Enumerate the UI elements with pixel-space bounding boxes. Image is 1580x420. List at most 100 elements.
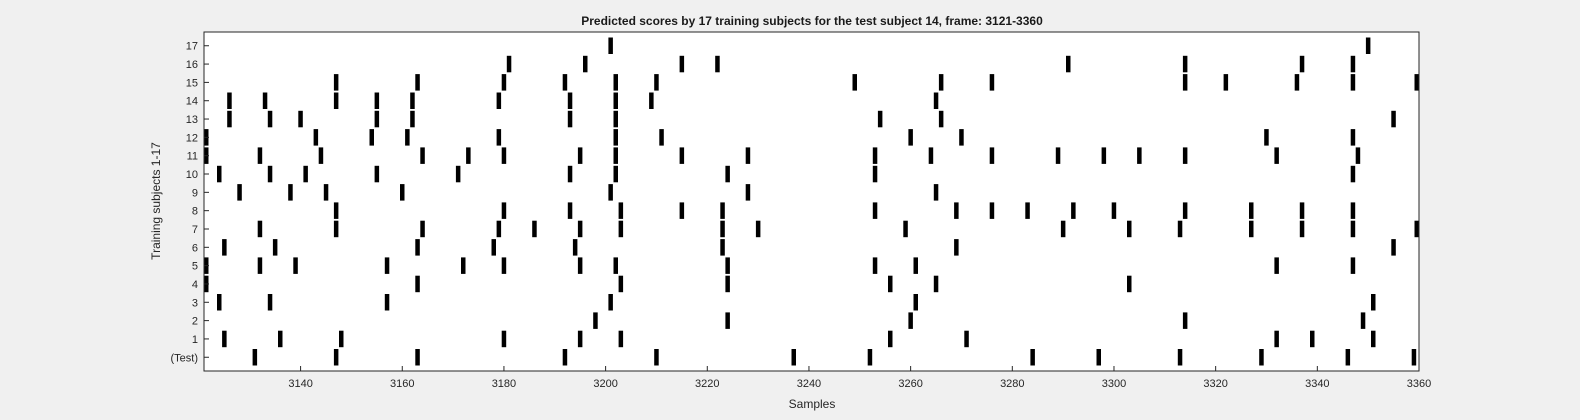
y-tick-label: 2 <box>192 316 198 328</box>
score-mark <box>1223 74 1229 91</box>
score-mark <box>613 110 618 128</box>
score-mark <box>415 275 420 293</box>
score-mark <box>577 257 583 274</box>
score-mark <box>959 129 964 146</box>
plot-area <box>203 31 1420 372</box>
x-tick-label: 3220 <box>695 378 719 390</box>
score-mark <box>954 239 959 256</box>
score-mark <box>562 74 568 91</box>
x-axis-label: Samples <box>789 397 836 411</box>
score-mark <box>227 110 232 128</box>
score-mark <box>323 184 329 201</box>
score-mark <box>1391 110 1396 128</box>
score-mark <box>374 92 380 109</box>
score-mark <box>954 202 959 219</box>
score-mark <box>872 202 878 219</box>
score-mark <box>420 220 425 238</box>
score-mark <box>1055 147 1061 164</box>
y-tick-label: 9 <box>192 187 198 199</box>
score-mark <box>405 129 410 146</box>
score-mark <box>1350 202 1356 219</box>
score-mark <box>415 349 420 366</box>
score-mark <box>654 74 659 91</box>
x-axis-ticks: 3140 3160 3180 3200 3220 3240 3260 3280 3300 3320… <box>288 366 1431 390</box>
score-mark <box>613 165 618 183</box>
score-mark <box>577 330 583 348</box>
y-tick-label: 16 <box>186 59 198 71</box>
score-mark <box>577 147 583 164</box>
score-mark <box>501 257 507 274</box>
score-mark <box>715 55 720 73</box>
score-mark <box>1101 147 1107 164</box>
score-mark <box>369 129 374 146</box>
score-mark <box>679 55 685 73</box>
score-mark <box>1299 202 1305 219</box>
y-tick-label: 11 <box>187 151 198 163</box>
x-tick-label: 3160 <box>390 378 414 390</box>
score-mark <box>613 129 618 146</box>
score-mark <box>608 37 613 54</box>
score-mark <box>613 257 618 274</box>
score-mark <box>1310 330 1315 348</box>
score-mark <box>1177 220 1183 238</box>
x-tick-label: 3200 <box>593 378 617 390</box>
score-mark <box>1350 74 1356 91</box>
score-mark <box>725 275 730 293</box>
score-mark <box>1411 349 1417 366</box>
row-subject-1-marks <box>222 330 1376 348</box>
x-tick-label: 3300 <box>1102 378 1126 390</box>
score-mark <box>1111 202 1117 219</box>
score-mark <box>267 110 273 128</box>
score-mark <box>1177 349 1183 366</box>
score-mark <box>400 184 405 201</box>
y-tick-label: 13 <box>186 114 198 126</box>
score-mark <box>1414 220 1419 238</box>
score-mark <box>888 330 893 348</box>
score-mark <box>1182 55 1188 73</box>
x-tick-label: 3240 <box>797 378 821 390</box>
score-mark <box>1350 220 1356 238</box>
score-mark <box>908 312 913 329</box>
score-mark <box>333 220 339 238</box>
y-tick-label: 17 <box>186 41 198 53</box>
x-tick-label: 3180 <box>492 378 516 390</box>
score-mark <box>252 349 258 366</box>
score-mark <box>1299 55 1305 73</box>
row-test-marks <box>252 349 1417 366</box>
plot-border <box>203 31 1420 372</box>
x-tick-label: 3280 <box>1000 378 1024 390</box>
score-mark <box>272 239 278 256</box>
score-mark <box>791 349 796 366</box>
score-mark <box>938 110 944 128</box>
score-mark <box>654 349 659 366</box>
row-subject-12-marks <box>204 129 1356 146</box>
score-mark <box>466 147 471 164</box>
score-mark <box>278 330 283 348</box>
score-mark <box>1350 129 1356 146</box>
y-tick-label: 3 <box>192 297 198 309</box>
y-tick-label: 15 <box>186 77 198 89</box>
score-mark <box>227 92 232 109</box>
score-mark <box>491 239 496 256</box>
score-mark <box>1066 55 1071 73</box>
score-mark <box>506 55 512 73</box>
score-mark <box>872 165 878 183</box>
score-mark <box>1355 147 1361 164</box>
score-mark <box>618 275 624 293</box>
score-mark <box>567 202 573 219</box>
score-mark <box>1274 330 1279 348</box>
score-mark <box>1274 147 1279 164</box>
score-mark <box>374 165 380 183</box>
score-mark <box>1264 129 1269 146</box>
score-mark <box>618 220 624 238</box>
score-mark <box>572 239 578 256</box>
score-mark <box>618 202 624 219</box>
row-subject-14-marks <box>227 92 939 109</box>
score-mark <box>877 110 883 128</box>
row-subject-8-marks <box>333 202 1356 219</box>
score-mark <box>745 184 751 201</box>
score-mark <box>222 239 227 256</box>
y-tick-label: 5 <box>192 261 198 273</box>
x-tick-label: 3260 <box>898 378 922 390</box>
score-mark <box>496 129 502 146</box>
